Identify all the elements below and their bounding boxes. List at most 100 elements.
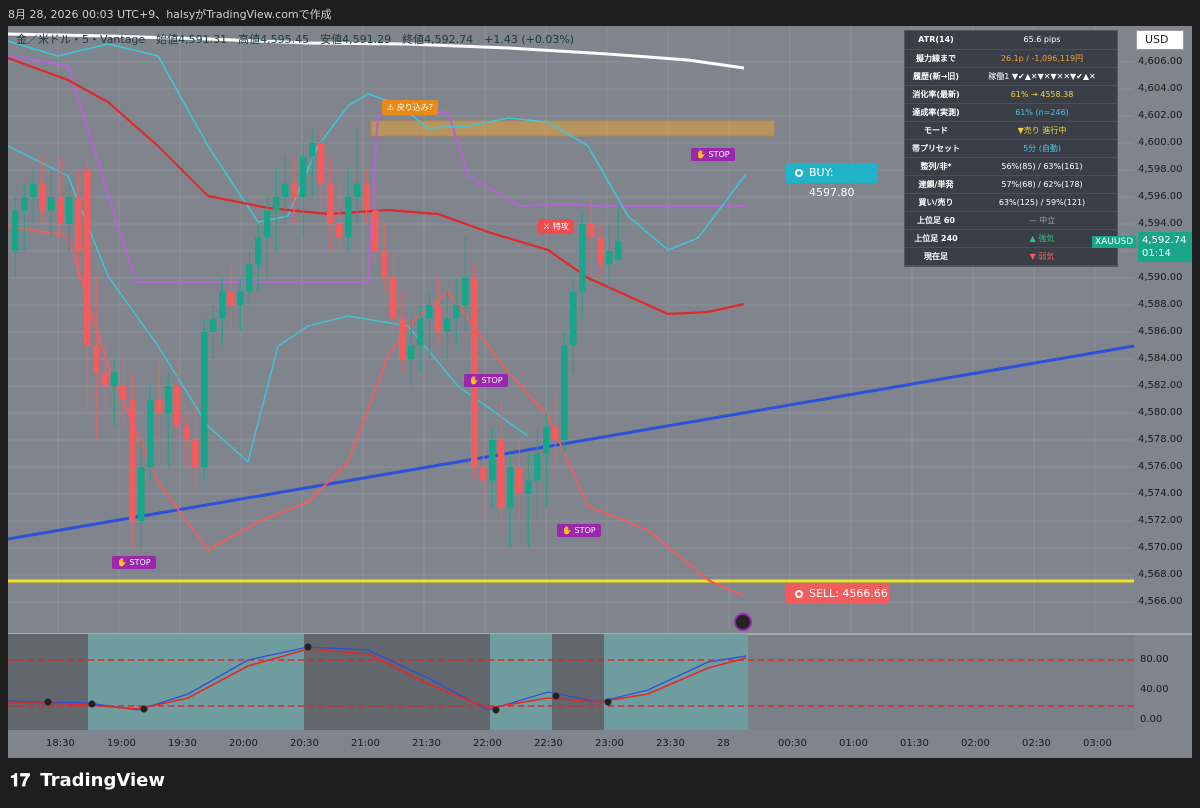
price-axis[interactable]: 4,606.00 4,604.00 4,602.00 4,600.00 4,598.00…: [1134, 26, 1192, 634]
price-tick: 4,594.00: [1138, 218, 1183, 229]
candle-body: [525, 480, 532, 494]
candle-body: [147, 399, 154, 467]
info-value: 61% (n=246): [967, 103, 1117, 122]
time-tick: 23:30: [656, 738, 685, 749]
candle-body: [12, 210, 19, 251]
bollinger-upper: [8, 40, 747, 251]
cross-marker: [44, 698, 52, 706]
candle-body: [57, 197, 64, 224]
candle-body: [309, 143, 316, 157]
info-key: 履歴(新→旧): [905, 67, 967, 86]
cross-marker: [552, 692, 560, 700]
stoch-d-line: [8, 648, 747, 710]
info-key: 連鎖/単発: [905, 175, 967, 194]
candle-body: [318, 143, 325, 184]
oscillator-zone: [490, 634, 552, 730]
candle-body: [534, 453, 541, 481]
chart-canvas[interactable]: [8, 26, 1192, 758]
info-key: 現在足: [905, 247, 967, 266]
ohlc-legend: 金／米ドル・5・Vantage 始値4,591.31 高値4,595.45 安値…: [16, 33, 575, 46]
time-tick: 19:30: [168, 738, 197, 749]
info-value: ▼ 弱気: [967, 247, 1117, 266]
candle-body: [93, 345, 100, 373]
cross-marker: [140, 705, 148, 713]
info-key: 擬力線まで: [905, 49, 967, 68]
candle-body: [561, 345, 568, 440]
candle-body: [264, 210, 271, 238]
info-value: 61% → 4558.38: [967, 85, 1117, 104]
header-bar: 8月 28, 2026 00:03 UTC+9、halsyがTradingVie…: [0, 0, 1200, 26]
info-value: — 中立: [967, 211, 1117, 230]
candle-body: [606, 251, 613, 265]
time-tick: 19:00: [107, 738, 136, 749]
info-value: 56%(85) / 63%(161): [967, 157, 1117, 176]
candle-body: [480, 467, 487, 481]
info-key: 買い/売り: [905, 193, 967, 212]
candle-body: [408, 345, 415, 359]
time-tick: 02:00: [961, 738, 990, 749]
price-tick: 4,574.00: [1138, 488, 1183, 499]
info-value: ▲ 強気: [967, 229, 1117, 248]
candle-body: [219, 291, 226, 319]
chart-frame[interactable]: 金／米ドル・5・Vantage 始値4,591.31 高値4,595.45 安値…: [8, 26, 1192, 758]
target-icon: [795, 590, 803, 598]
time-tick: 22:00: [473, 738, 502, 749]
time-tick: 28: [717, 738, 730, 749]
price-tick: 4,576.00: [1138, 461, 1183, 472]
candle-body: [435, 305, 442, 332]
header-title: 8月 28, 2026 00:03 UTC+9、halsyがTradingVie…: [8, 8, 332, 21]
osc-tick: 40.00: [1140, 684, 1169, 695]
candle-body: [291, 183, 298, 197]
info-row: 達成率(実測) 61% (n=246): [905, 103, 1117, 122]
candle-body: [327, 183, 334, 224]
candle-body: [552, 426, 559, 440]
candle-body: [174, 386, 181, 427]
lightning-icon: [734, 613, 752, 631]
special-attack-tag: ⚔ 特攻: [538, 219, 574, 234]
bar-countdown: 01:14: [1142, 248, 1171, 259]
info-value: ▼売り 進行中: [967, 121, 1117, 140]
info-value: 57%(68) / 62%(178): [967, 175, 1117, 194]
candle-body: [498, 440, 505, 508]
candle-body: [444, 318, 451, 332]
info-value: 63%(125) / 59%(121): [967, 193, 1117, 212]
candle-body: [300, 156, 307, 197]
bollinger-lower: [8, 145, 529, 464]
candle-body: [138, 467, 145, 521]
price-tick: 4,588.00: [1138, 299, 1183, 310]
candle-body: [255, 237, 262, 265]
trend-line: [8, 344, 1135, 541]
stop-tag: ✋ STOP: [464, 374, 508, 387]
candle-body: [201, 332, 208, 467]
candle-body: [192, 440, 199, 467]
currency-button[interactable]: USD: [1136, 30, 1184, 50]
candle-body: [336, 224, 343, 238]
info-value: 26.1p / -1,096,119円: [967, 49, 1117, 68]
info-row: 上位足 240 ▲ 強気: [905, 229, 1117, 248]
candle-body: [84, 170, 91, 346]
candle-body: [516, 467, 523, 494]
price-tick: 4,570.00: [1138, 542, 1183, 553]
price-tick: 4,596.00: [1138, 191, 1183, 202]
candle-body: [48, 197, 55, 211]
price-tick: 4,568.00: [1138, 569, 1183, 580]
brand-name: TradingView: [40, 770, 165, 791]
candle-body: [102, 372, 109, 386]
price-tick: 4,606.00: [1138, 56, 1183, 67]
info-key: 整列/非*: [905, 157, 967, 176]
info-key: モード: [905, 121, 967, 140]
candle-body: [462, 278, 469, 305]
candle-body: [471, 278, 478, 467]
info-value: 5分 (自動): [967, 139, 1117, 158]
candle-body: [390, 278, 397, 319]
long-ma-line: [8, 32, 745, 70]
price-tick: 4,602.00: [1138, 110, 1183, 121]
candle-body: [183, 426, 190, 440]
price-tick: 4,586.00: [1138, 326, 1183, 337]
info-row: モード ▼売り 進行中: [905, 121, 1117, 140]
tradingview-logo[interactable]: 𝟏𝟕 TradingView: [10, 770, 165, 791]
time-tick: 22:30: [534, 738, 563, 749]
candle-body: [489, 440, 496, 481]
time-tick: 21:30: [412, 738, 441, 749]
info-row: 現在足 ▼ 弱気: [905, 247, 1117, 266]
